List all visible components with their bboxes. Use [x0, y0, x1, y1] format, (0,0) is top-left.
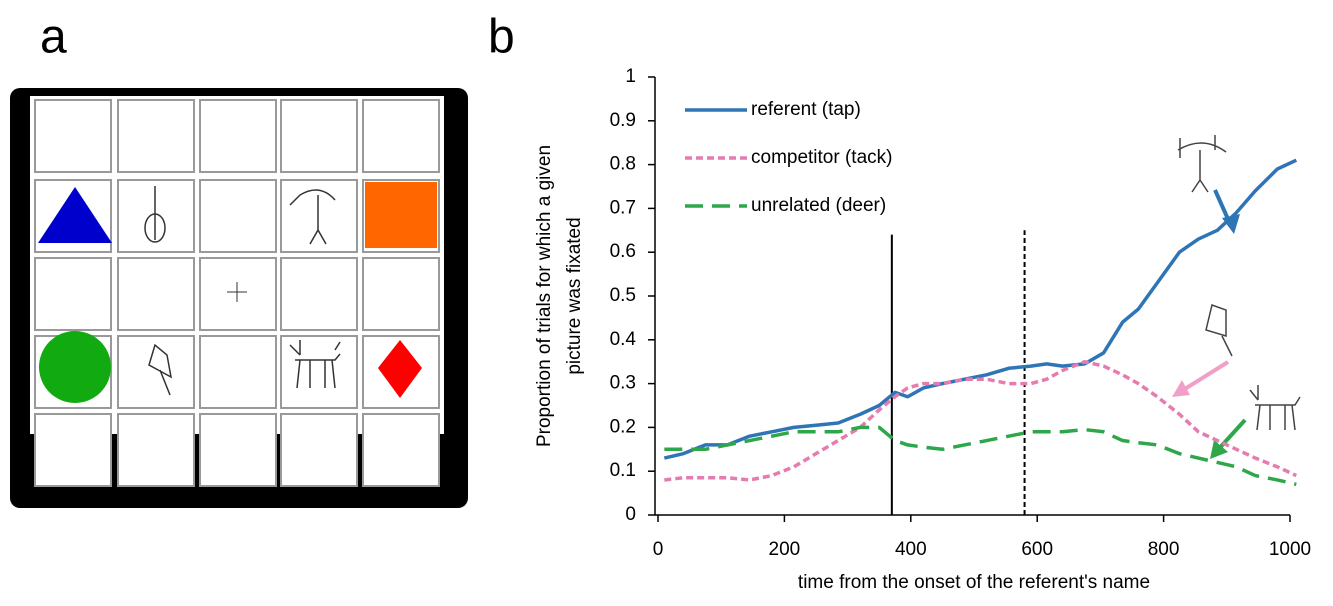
- grid-cell: [117, 257, 195, 331]
- grid-cell: [117, 179, 195, 253]
- grid-cell: [280, 413, 358, 487]
- y-axis-label: Proportion of trials for which a given: [534, 145, 555, 447]
- grid-cell: [362, 413, 440, 487]
- arrows: [1172, 189, 1247, 459]
- grid-cell: [362, 99, 440, 173]
- y-tick-label: 0.4: [610, 329, 637, 350]
- x-tick-label: 1000: [1269, 539, 1311, 560]
- x-tick-label: 200: [769, 539, 801, 560]
- y-tick-label: 0.8: [610, 154, 636, 175]
- grid-cell: [280, 179, 358, 253]
- x-tick-label: 0: [653, 539, 664, 560]
- grid-cell: [199, 179, 277, 253]
- y-tick-label: 0.7: [610, 197, 636, 218]
- grid-cell: [362, 257, 440, 331]
- chart: 0 0.1 0.2 0.3 0.4 0.5 0.6 0.7 0.8 0.9 1 0 200 400 600 8…: [534, 66, 1311, 593]
- y-tick-label: 0.2: [610, 416, 636, 437]
- series-line: [664, 359, 1298, 482]
- panel-label: b: [488, 11, 515, 64]
- x-tick-label: 800: [1148, 539, 1180, 560]
- y-tick-label: 0: [625, 504, 636, 525]
- grid-cell: [117, 99, 195, 173]
- grid-cell: [117, 335, 195, 409]
- grid-cell: [199, 99, 277, 173]
- legend-label: competitor (tack): [751, 147, 892, 168]
- x-tick-label: 400: [895, 539, 927, 560]
- legend-label: referent (tap): [751, 99, 861, 120]
- grid-cell: [34, 413, 112, 487]
- grid-cell: [117, 413, 195, 487]
- grid-cell: [280, 257, 358, 331]
- legend-label: unrelated (deer): [751, 195, 886, 216]
- grid-cell: [280, 99, 358, 173]
- series-line: [663, 158, 1298, 460]
- x-axis-label: time from the onset of the referent's na…: [798, 572, 1150, 593]
- y-axis-label: picture was fixated: [564, 217, 585, 374]
- x-tick-label: 600: [1021, 539, 1053, 560]
- y-tick-label: 1: [625, 66, 636, 87]
- display-grid: [10, 88, 468, 508]
- grid-cell: [34, 257, 112, 331]
- series-line: [664, 425, 1297, 487]
- grid-cell: [199, 257, 277, 331]
- y-tick-label: 0.6: [610, 241, 636, 262]
- y-tick-label: 0.9: [610, 110, 636, 131]
- grid-cell: [199, 335, 277, 409]
- y-tick-label: 0.3: [610, 373, 636, 394]
- picture-icons: [1177, 135, 1301, 431]
- y-tick-label: 0.1: [610, 460, 636, 481]
- panel-label: a: [40, 11, 67, 64]
- grid-cell: [34, 99, 112, 173]
- grid-cell: [199, 413, 277, 487]
- y-tick-label: 0.5: [610, 285, 636, 306]
